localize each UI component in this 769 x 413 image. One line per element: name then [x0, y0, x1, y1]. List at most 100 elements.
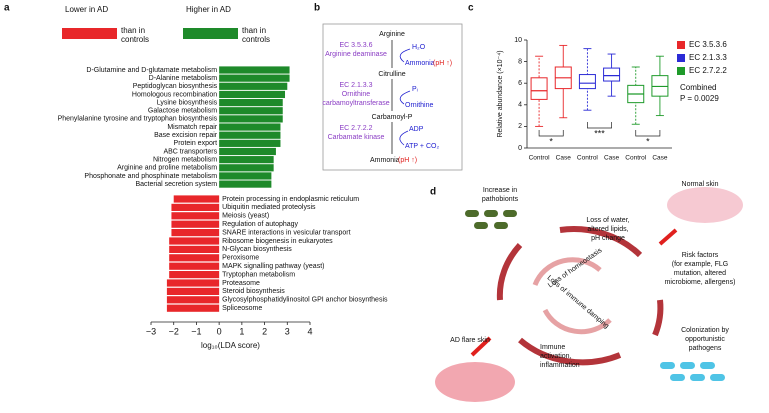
bar [219, 156, 274, 164]
legend-label: EC 3.5.3.6 [689, 40, 727, 49]
legend-label: EC 2.1.3.3 [689, 53, 727, 62]
cycle-arrow [496, 226, 664, 366]
category-label: D-Glutamine and D-glutamate metabolism [86, 67, 217, 74]
category-label: SNARE interactions in vesicular transpor… [222, 229, 350, 236]
x-tick-label: Control [577, 155, 599, 162]
bar [219, 139, 281, 147]
label: Increase in [483, 187, 517, 194]
category-label: D-Alanine metabolism [149, 75, 218, 82]
significance-bracket [635, 130, 661, 137]
bar [219, 147, 276, 156]
annotation: P = 0.0029 [680, 94, 719, 103]
label: altered lipids, [587, 226, 628, 233]
y-tick-label: 0 [518, 145, 522, 152]
x-tick-label: 0 [217, 326, 222, 336]
legend-swatch [62, 28, 117, 39]
node: ADP [409, 126, 424, 133]
panel-label: d [430, 187, 436, 198]
x-tick-label: Control [529, 155, 551, 162]
y-tick-label: 2 [518, 123, 522, 130]
label: Colonization by [681, 327, 729, 334]
legend-swatch [677, 67, 685, 75]
category-label: Steroid biosynthesis [222, 288, 285, 295]
category-label: Bacterial secretion system [135, 181, 217, 188]
bar [219, 90, 286, 99]
bar [219, 164, 274, 172]
significance-label: * [646, 136, 650, 146]
category-label: MAPK signalling pathway (yeast) [222, 263, 324, 270]
box [530, 77, 548, 100]
skin-icon [435, 362, 515, 402]
bar [219, 82, 288, 90]
x-tick-label: Case [604, 155, 620, 162]
label: Immune [540, 344, 565, 351]
y-tick-label: 6 [518, 80, 522, 87]
category-label: Peptidoglycan biosynthesis [133, 83, 218, 90]
label: AD flare skin [450, 337, 490, 344]
legend-swatch [677, 54, 685, 62]
enzyme: EC 2.1.3.3 [339, 82, 372, 89]
bar [166, 296, 220, 304]
x-tick-label: Case [652, 155, 668, 162]
label: pathobionts [482, 196, 519, 203]
model-diagram: Normal skin Increase in pathobionts Loss… [435, 181, 743, 402]
y-tick-label: 10 [514, 37, 522, 44]
bacteria-icon [660, 362, 725, 381]
bar [219, 131, 281, 139]
enzyme: EC 3.5.3.6 [339, 42, 372, 49]
x-tick-label: −3 [146, 326, 156, 336]
x-tick-label: Control [625, 155, 647, 162]
significance-bracket [587, 122, 612, 129]
bar [171, 229, 220, 237]
x-tick-label: 2 [262, 326, 267, 336]
bar [219, 107, 283, 115]
x-tick-label: −1 [191, 326, 201, 336]
node: Ornithine [405, 102, 434, 109]
legend-label: than in [121, 26, 145, 35]
category-label: Protein export [174, 140, 218, 147]
node: Ammonia [370, 157, 400, 164]
bar [173, 195, 220, 203]
x-axis-label: log₁₀(LDA score) [201, 341, 260, 350]
x-tick-label: 1 [239, 326, 244, 336]
node: Ammonia [405, 60, 435, 67]
legend-label: controls [121, 35, 149, 44]
legend-swatch [183, 28, 238, 39]
category-label: Base excision repair [154, 132, 218, 139]
label: Risk factors [682, 252, 719, 259]
bar [219, 123, 281, 131]
node: Pᵢ [412, 86, 418, 93]
category-label: Protein processing in endoplasmic reticu… [222, 196, 359, 203]
pathway-diagram: Arginine EC 3.5.3.6 Arginine deaminase H… [322, 23, 463, 171]
bacteria-icon [465, 210, 517, 229]
arrow [399, 130, 409, 146]
significance-label: *** [594, 128, 605, 138]
bar [169, 262, 220, 270]
box [603, 67, 621, 82]
category-label: Arginine and proline metabolism [117, 165, 217, 172]
bar [219, 180, 272, 188]
label: mutation, altered [674, 270, 726, 277]
category-label: Proteasome [222, 280, 260, 287]
panel-label: c [468, 3, 474, 14]
label: Loss of water, [586, 217, 629, 224]
enzyme: carbamoyltransferase [322, 100, 389, 107]
bar [166, 304, 220, 312]
category-label: Tryptophan metabolism [222, 271, 295, 278]
panel-label: a [4, 3, 10, 14]
significance-bracket [538, 130, 564, 137]
y-tick-label: 8 [518, 58, 522, 65]
category-label: Glycosylphosphatidylinositol GPI anchor … [222, 297, 388, 304]
category-label: Phosphonate and phosphinate metabolism [84, 173, 217, 180]
node: H₂O [412, 44, 426, 51]
enzyme: Ornithine [342, 91, 371, 98]
enzyme: Arginine deaminase [325, 51, 387, 58]
bar [219, 115, 283, 123]
category-label: Nitrogen metabolism [153, 156, 217, 163]
y-axis-label: Relative abundance (×10⁻⁴) [497, 50, 504, 137]
annotation: Combined [680, 83, 716, 92]
bar [169, 254, 220, 262]
node: ATP + CO₂ [405, 143, 439, 150]
category-label: Phenylalanine tyrosine and tryptophan bi… [58, 116, 218, 123]
